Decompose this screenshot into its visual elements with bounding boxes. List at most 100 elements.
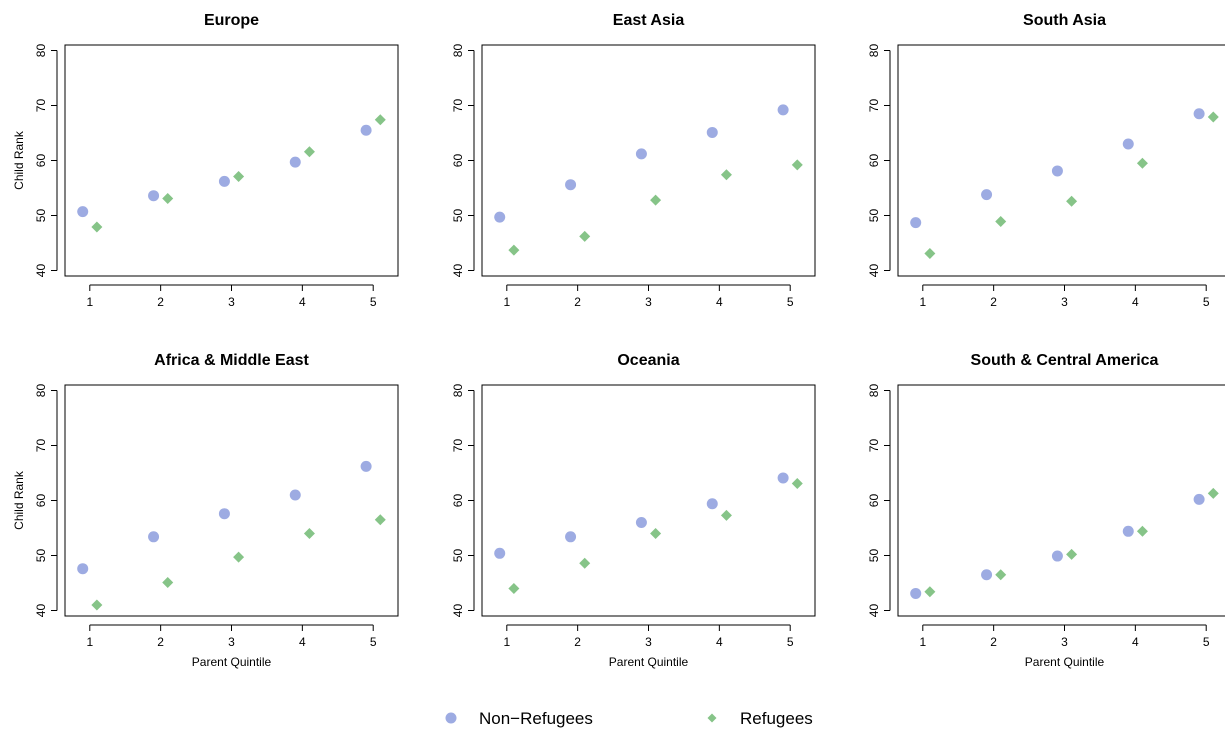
x-tick-label: 2 bbox=[990, 635, 997, 649]
plot-frame bbox=[897, 44, 1225, 277]
legend-non-refugees-label: Non−Refugees bbox=[479, 709, 593, 728]
refugee-point bbox=[374, 114, 386, 126]
x-tick-label: 1 bbox=[919, 295, 926, 309]
non-refugee-point bbox=[1122, 525, 1134, 537]
non-refugee-point bbox=[1051, 550, 1063, 562]
refugee-point bbox=[303, 528, 315, 539]
x-tick-label: 5 bbox=[1203, 295, 1210, 309]
x-axis-label: Parent Quintile bbox=[609, 655, 689, 669]
non-refugee-point bbox=[494, 547, 506, 559]
panel-3: South Asia 1 2 3 4 5 40 50 60 70 80 bbox=[867, 12, 1225, 309]
non-refugee-point bbox=[635, 148, 647, 160]
panel-2: East Asia 1 2 3 4 5 40 50 60 70 80 bbox=[451, 12, 816, 309]
non-refugee-point bbox=[1193, 108, 1205, 120]
non-refugee-point bbox=[1122, 138, 1134, 150]
y-tick-label: 70 bbox=[451, 99, 465, 113]
non-refugee-point bbox=[706, 126, 718, 138]
y-tick-label: 50 bbox=[451, 549, 465, 563]
panel-title: South Asia bbox=[1023, 12, 1106, 29]
non-refugee-point bbox=[218, 175, 230, 187]
x-tick-label: 1 bbox=[919, 635, 926, 649]
refugee-point bbox=[650, 528, 662, 539]
x-tick-label: 2 bbox=[157, 295, 164, 309]
non-refugee-point bbox=[981, 569, 993, 581]
non-refugee-point bbox=[289, 156, 301, 168]
x-tick-label: 2 bbox=[574, 295, 581, 309]
plot-frame bbox=[64, 44, 399, 277]
refugee-point bbox=[720, 509, 732, 521]
panel-6: South & Central America 1 2 3 4 5 40 50 60 70 80 Pa… bbox=[867, 352, 1225, 669]
y-tick-label: 50 bbox=[34, 549, 48, 563]
non-refugee-point bbox=[706, 498, 718, 510]
refugee-point bbox=[374, 514, 386, 526]
refugee-point bbox=[162, 576, 174, 588]
y-tick-label: 60 bbox=[34, 494, 48, 508]
refugee-point bbox=[1207, 487, 1219, 499]
x-tick-label: 4 bbox=[299, 295, 306, 309]
x-tick-label: 5 bbox=[1203, 635, 1210, 649]
y-axis-label: Child Rank bbox=[12, 470, 26, 530]
panel-title: Africa & Middle East bbox=[154, 352, 309, 369]
refugee-point bbox=[1136, 157, 1148, 169]
refugee-point bbox=[1066, 195, 1078, 207]
x-tick-label: 4 bbox=[1132, 295, 1139, 309]
non-refugee-point bbox=[360, 124, 372, 136]
y-tick-label: 60 bbox=[451, 494, 465, 508]
refugee-point bbox=[791, 159, 803, 171]
non-refugee-point bbox=[635, 517, 647, 528]
panel-title: South & Central America bbox=[971, 352, 1159, 369]
x-axis-label: Parent Quintile bbox=[1025, 655, 1105, 669]
non-refugee-point bbox=[77, 206, 89, 218]
non-refugee-point bbox=[565, 531, 577, 543]
non-refugee-point bbox=[494, 211, 506, 223]
non-refugee-point bbox=[777, 472, 789, 484]
y-tick-label: 70 bbox=[34, 99, 48, 113]
non-refugee-point bbox=[77, 563, 89, 575]
plot-frame bbox=[481, 44, 816, 277]
refugee-point bbox=[91, 599, 103, 611]
legend-refugees-marker bbox=[707, 713, 717, 723]
y-tick-label: 60 bbox=[867, 154, 881, 168]
refugee-point bbox=[1136, 525, 1148, 537]
refugee-point bbox=[924, 247, 936, 259]
y-tick-label: 50 bbox=[867, 209, 881, 223]
refugee-point bbox=[1066, 548, 1078, 560]
refugee-point bbox=[650, 194, 662, 206]
non-refugee-point bbox=[218, 508, 230, 520]
non-refugee-point bbox=[289, 489, 301, 501]
refugee-point bbox=[508, 583, 520, 594]
x-tick-label: 4 bbox=[716, 635, 723, 649]
y-tick-label: 40 bbox=[34, 264, 48, 278]
x-tick-label: 3 bbox=[1061, 295, 1068, 309]
plot-frame bbox=[64, 384, 399, 617]
non-refugee-point bbox=[910, 217, 922, 229]
refugee-point bbox=[791, 477, 803, 489]
x-tick-label: 3 bbox=[1061, 635, 1068, 649]
legend-non-refugees-marker bbox=[445, 712, 457, 724]
non-refugee-point bbox=[360, 460, 372, 472]
refugee-point bbox=[91, 221, 103, 233]
refugee-point bbox=[579, 230, 591, 242]
plot-frame bbox=[481, 384, 816, 617]
x-tick-label: 3 bbox=[228, 635, 235, 649]
y-tick-label: 40 bbox=[867, 264, 881, 278]
x-tick-label: 1 bbox=[503, 635, 510, 649]
y-tick-label: 80 bbox=[867, 384, 881, 398]
x-tick-label: 2 bbox=[157, 635, 164, 649]
y-tick-label: 40 bbox=[451, 604, 465, 618]
non-refugee-point bbox=[1051, 165, 1063, 177]
y-tick-label: 80 bbox=[451, 44, 465, 58]
y-axis-label: Child Rank bbox=[12, 130, 26, 190]
x-tick-label: 5 bbox=[787, 295, 794, 309]
refugee-point bbox=[995, 569, 1007, 581]
y-tick-label: 40 bbox=[34, 604, 48, 618]
refugee-point bbox=[233, 170, 245, 182]
y-tick-label: 40 bbox=[867, 604, 881, 618]
non-refugee-point bbox=[148, 531, 160, 543]
non-refugee-point bbox=[565, 179, 577, 191]
panel-title: Oceania bbox=[617, 352, 679, 369]
x-tick-label: 1 bbox=[503, 295, 510, 309]
refugee-point bbox=[720, 169, 732, 181]
non-refugee-point bbox=[1193, 493, 1205, 505]
x-tick-label: 2 bbox=[990, 295, 997, 309]
